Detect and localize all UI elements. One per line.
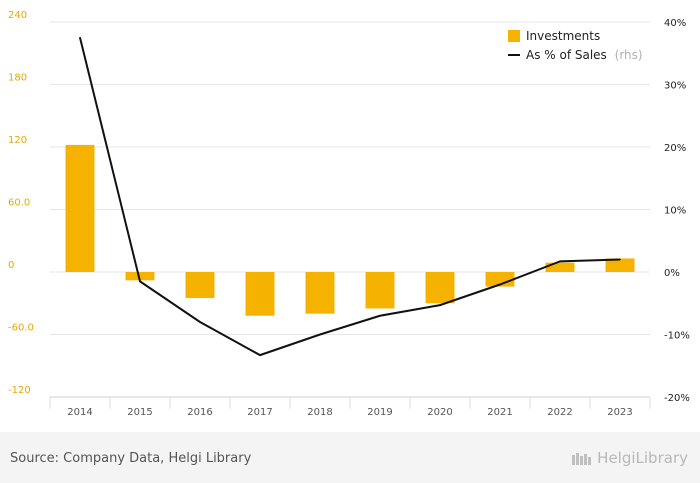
bar-investments-2018 — [305, 272, 335, 314]
y-right-tick-label: 40% — [664, 18, 686, 29]
chart: 240 180 120 60.0 0 -60.0 -120 40% 30% 20% 10% 0% -10… — [8, 10, 690, 418]
line-series — [79, 36, 621, 357]
x-tick-label: 2019 — [367, 407, 392, 418]
axes: 240 180 120 60.0 0 -60.0 -120 40% 30% 20% 10% 0% -10… — [8, 10, 690, 418]
legend: Investments As % of Sales (rhs) — [508, 29, 643, 62]
line-point-2014 — [79, 36, 81, 39]
x-tick-label: 2016 — [187, 407, 212, 418]
bar-investments-2023 — [605, 258, 635, 272]
line-point-2017 — [259, 354, 261, 356]
x-tick-label: 2017 — [247, 407, 272, 418]
x-tick-label: 2018 — [307, 407, 332, 418]
legend-label-sales-suffix: (rhs) — [615, 48, 643, 62]
line-sales-pct — [79, 37, 621, 357]
bar-investments-2016 — [185, 272, 215, 299]
bar-investments-2014 — [65, 144, 95, 272]
line-point-2022 — [559, 260, 561, 263]
bar-investments-2020 — [425, 272, 455, 304]
y-right-tick-label: 30% — [664, 81, 686, 92]
legend-label-sales: As % of Sales (rhs) — [526, 48, 643, 62]
x-tick-label: 2021 — [487, 407, 512, 418]
y-right-tick-label: 20% — [664, 143, 686, 154]
y-left-tick-label: 60.0 — [8, 198, 30, 209]
line-point-2020 — [439, 304, 441, 306]
y-left-tick-label: 180 — [8, 73, 27, 84]
x-tick-label: 2014 — [67, 407, 92, 418]
x-tick-label: 2015 — [127, 407, 152, 418]
y-right-tick-label: 0% — [664, 268, 680, 279]
y-left-tick-label: 120 — [8, 135, 27, 146]
x-tick-label: 2020 — [427, 407, 452, 418]
x-tick-label: 2022 — [547, 407, 572, 418]
y-left-tick-label: -60.0 — [8, 323, 34, 334]
x-tick-label: 2023 — [607, 407, 632, 418]
line-point-2019 — [379, 314, 381, 317]
y-right-tick-label: -10% — [664, 331, 690, 342]
legend-swatch-investments — [508, 30, 520, 42]
y-left-tick-label: 0 — [8, 260, 14, 271]
footer — [0, 432, 700, 483]
grid — [50, 21, 650, 398]
source-note: Source: Company Data, Helgi Library — [10, 451, 252, 466]
y-left-tick-label: 240 — [8, 10, 27, 21]
library-icon — [571, 451, 593, 469]
line-point-2021 — [499, 283, 501, 286]
legend-label-investments: Investments — [526, 29, 600, 43]
brand-logo: HelgiLibrary — [571, 449, 688, 469]
bar-investments-2021 — [485, 272, 515, 287]
bars — [65, 144, 635, 316]
brand-name: HelgiLibrary — [597, 449, 688, 467]
bar-investments-2017 — [245, 272, 275, 316]
y-right-tick-label: 10% — [664, 206, 686, 217]
line-point-2023 — [619, 258, 621, 261]
bar-investments-2022 — [545, 262, 575, 272]
bar-investments-2019 — [365, 272, 395, 309]
line-point-2016 — [199, 321, 201, 323]
line-point-2018 — [319, 333, 321, 336]
y-right-tick-label: -20% — [664, 393, 690, 404]
bar-investments-2015 — [125, 272, 155, 281]
y-left-tick-label: -120 — [8, 385, 31, 396]
legend-label-sales-name: As % of Sales — [526, 48, 607, 62]
line-point-2015 — [139, 280, 141, 283]
